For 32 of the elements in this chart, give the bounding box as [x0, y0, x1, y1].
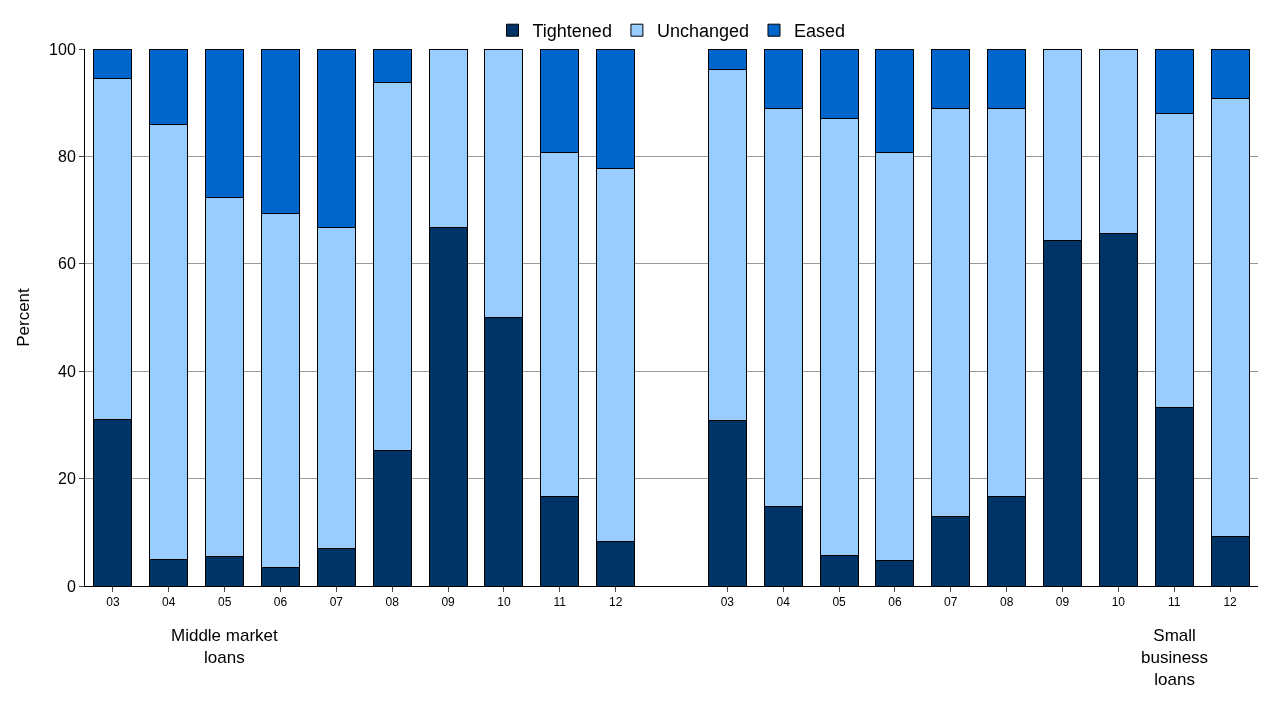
x-tick-label: 10	[1111, 595, 1126, 610]
x-tick-label: 05	[217, 595, 232, 610]
text: Middle market loans	[171, 626, 279, 668]
y-tick-label: 60	[58, 255, 76, 273]
x-tick-label: 03	[106, 595, 120, 610]
x-tick-label: 06	[888, 595, 902, 610]
legend-label: Tightened	[532, 21, 612, 42]
x-tick-label: 11	[553, 595, 567, 610]
x-tick-label: 07	[329, 595, 344, 610]
text: Small business loans	[1141, 626, 1209, 690]
y-axis-title: Percent	[13, 287, 33, 347]
legend-label: Eased	[793, 21, 846, 42]
x-tick-label: 05	[832, 595, 847, 610]
legend-label: Unchanged	[656, 21, 749, 42]
x-tick-label: 12	[1223, 595, 1238, 610]
x-tick-label: 04	[162, 595, 176, 610]
x-tick-label: 08	[385, 595, 400, 610]
x-tick-label: 10	[497, 595, 511, 610]
y-tick-label: 80	[58, 148, 76, 165]
x-tick-label: 06	[273, 595, 288, 610]
x-tick-label: 03	[720, 595, 735, 610]
x-tick-label: 08	[999, 595, 1014, 610]
y-tick-label: 20	[58, 470, 76, 488]
x-tick-label: 07	[944, 595, 958, 610]
y-tick-label: 40	[58, 362, 76, 380]
y-tick-label: 100	[49, 40, 76, 58]
x-tick-label: 09	[1055, 595, 1070, 610]
x-tick-label: 11	[1167, 595, 1181, 610]
x-tick-label: 12	[608, 595, 623, 610]
x-tick-label: 04	[776, 595, 791, 610]
x-tick-label: 09	[441, 595, 456, 610]
y-tick-label: 0	[66, 577, 76, 595]
